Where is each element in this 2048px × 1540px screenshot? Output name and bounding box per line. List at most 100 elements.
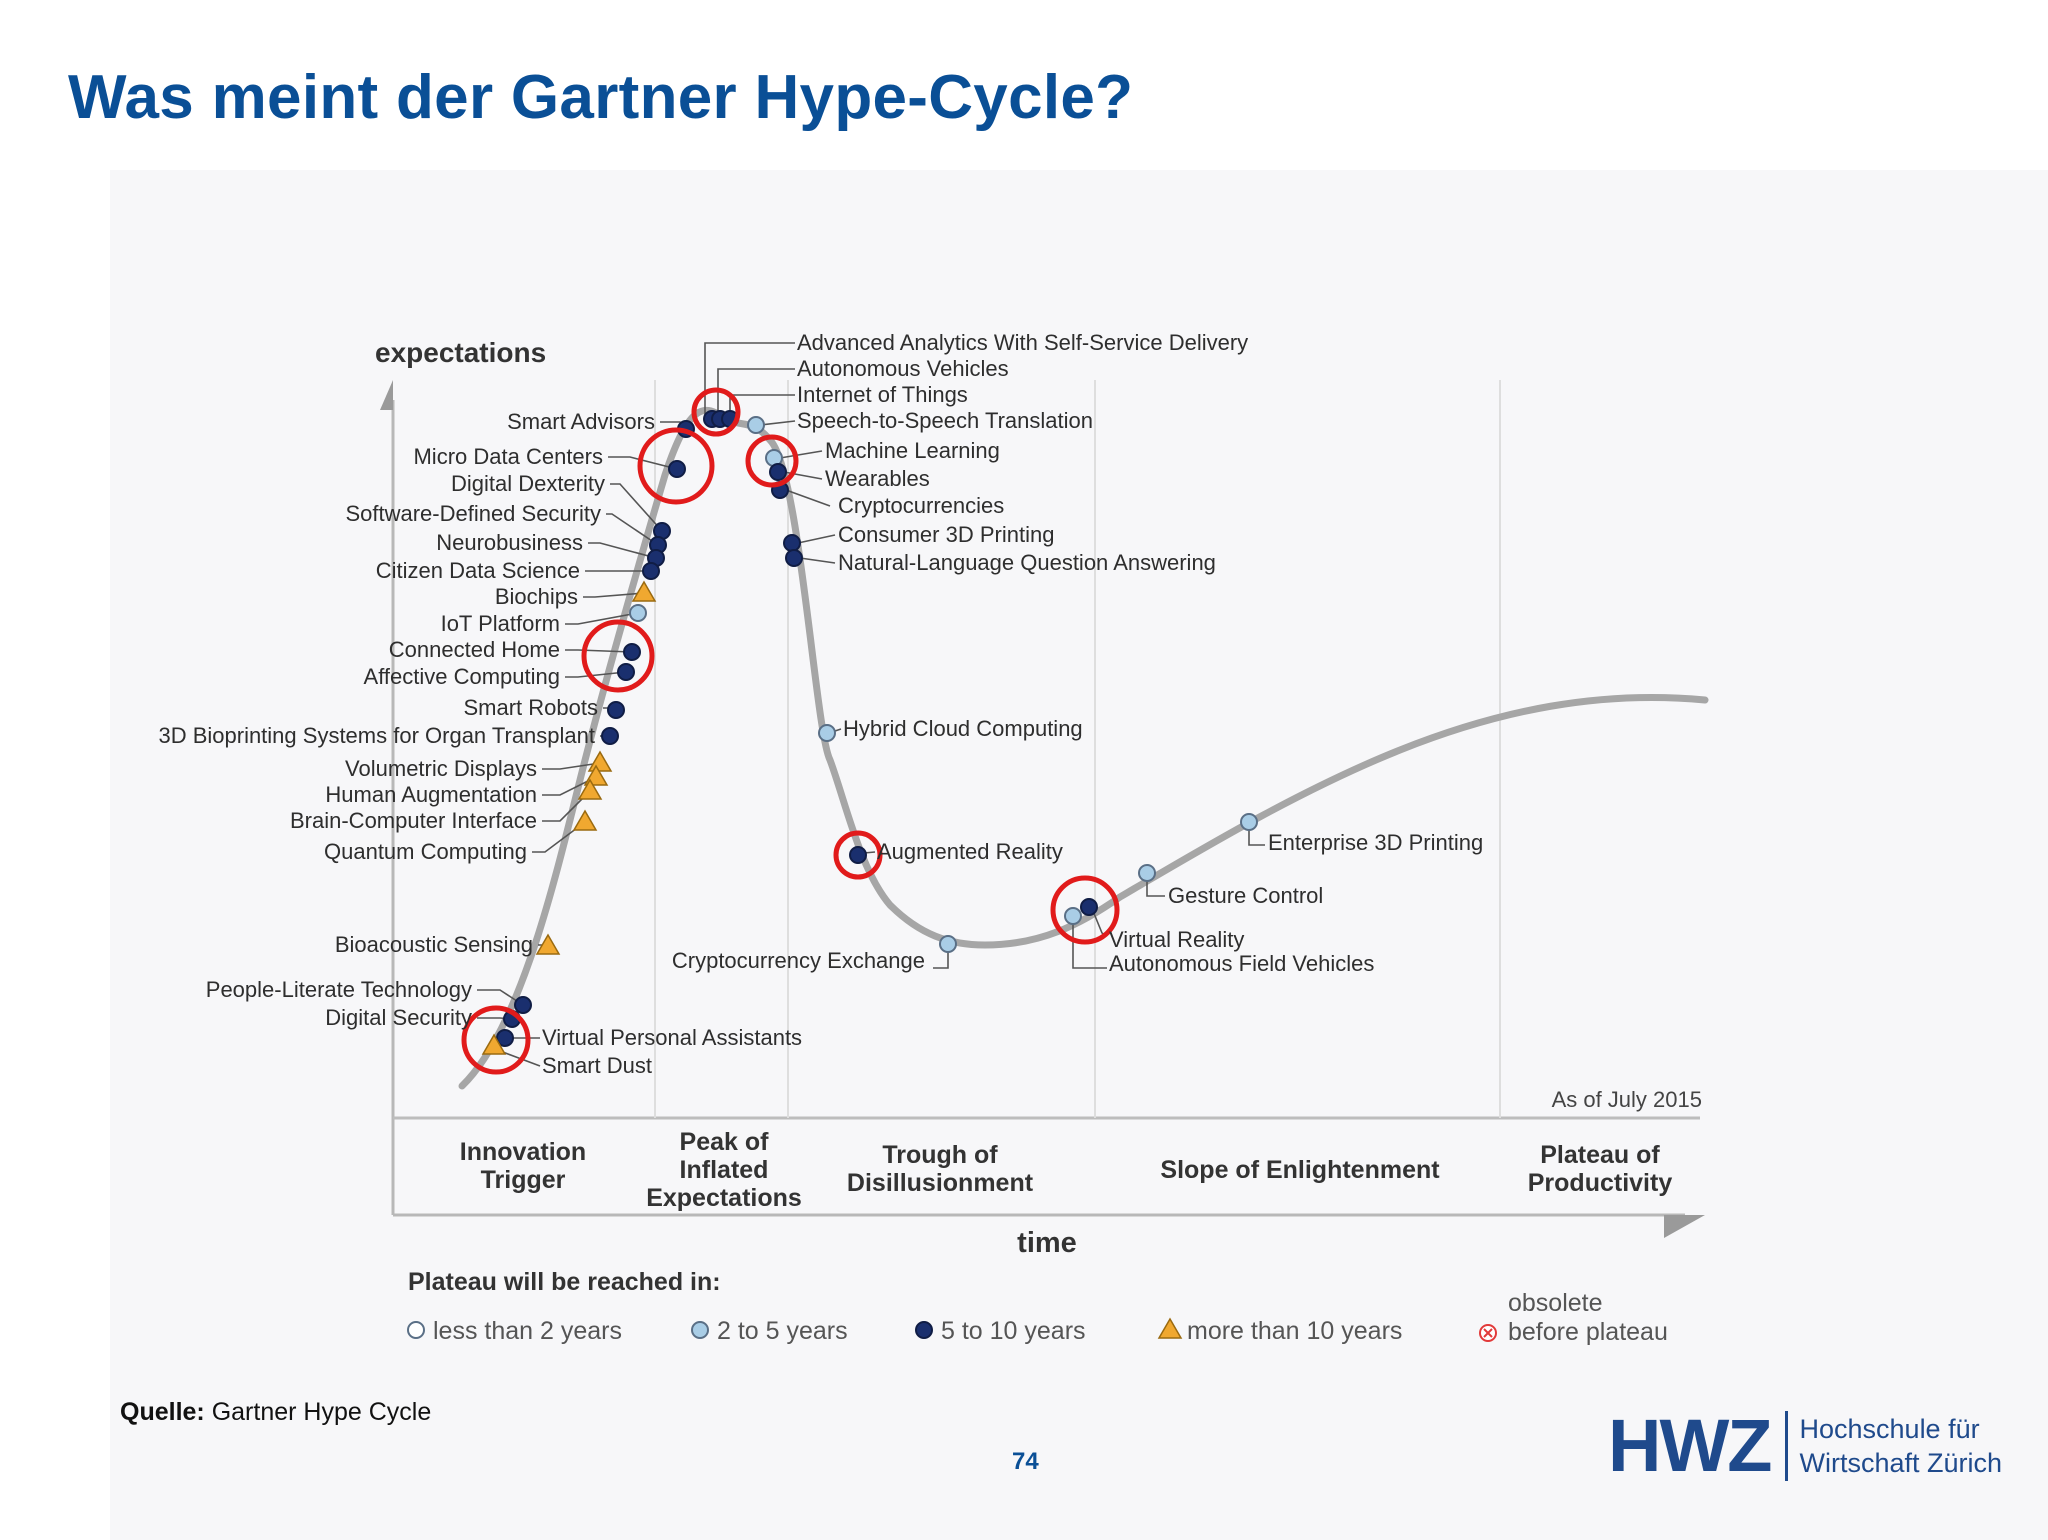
marker-wearables <box>769 463 787 481</box>
highlight-circle <box>461 1005 531 1075</box>
phase-label: Expectations <box>646 1184 802 1212</box>
x-axis-arrow <box>1664 1215 1705 1238</box>
tech-label-autonomous-vehicles: Autonomous Vehicles <box>797 356 1009 381</box>
tech-label-enterprise-3d-printing: Enterprise 3D Printing <box>1268 830 1483 855</box>
leader-line-consumer-3d-printing <box>797 534 836 544</box>
legend-marker-obsolete <box>1479 1324 1497 1342</box>
tech-label-connected-home: Connected Home <box>389 637 560 662</box>
leader-line-enterprise-3d-printing <box>1248 829 1265 846</box>
leader-line-people-literate-technology <box>477 989 524 1006</box>
legend-marker-obsolete-cross <box>1483 1328 1493 1338</box>
marker-augmented-reality <box>849 846 867 864</box>
tech-label-software-defined-security: Software-Defined Security <box>345 501 601 526</box>
phase-label: Productivity <box>1528 1169 1673 1197</box>
leader-line-natural-language-question-answering <box>799 557 836 564</box>
leader-line-software-defined-security <box>606 513 659 546</box>
highlight-circle <box>833 830 883 880</box>
marker-hybrid-cloud-computing <box>818 724 836 742</box>
tech-label-3d-bioprinting-systems-for-organ-transplant: 3D Bioprinting Systems for Organ Transpl… <box>158 723 595 748</box>
legend-title: Plateau will be reached in: <box>408 1268 721 1296</box>
legend-label-2to5: 2 to 5 years <box>717 1317 848 1345</box>
leader-line-affective-computing <box>565 671 627 678</box>
marker-brain-computer-interface <box>577 778 603 800</box>
leader-line-volumetric-displays <box>542 762 601 770</box>
leader-line-cryptocurrency-exchange <box>933 951 949 969</box>
logo-mark: HWZ <box>1608 1404 1772 1487</box>
highlight-circle <box>1050 875 1120 945</box>
x-axis-label: time <box>1017 1227 1077 1259</box>
highlight-circle <box>691 387 741 437</box>
tech-label-iot-platform: IoT Platform <box>441 611 560 636</box>
marker-citizen-data-science <box>642 562 660 580</box>
source-text: Gartner Hype Cycle <box>211 1398 432 1426</box>
y-axis-arrow <box>380 380 393 410</box>
phase-label: Plateau of <box>1540 1141 1660 1169</box>
legend-marker-2to5 <box>691 1321 709 1339</box>
legend-marker-5to10 <box>915 1321 933 1339</box>
marker-enterprise-3d-printing <box>1240 813 1258 831</box>
logo-line-2: Wirtschaft Zürich <box>1799 1448 2003 1478</box>
tech-label-smart-advisors: Smart Advisors <box>507 409 655 434</box>
hype-curve <box>458 406 1709 1090</box>
tech-label-autonomous-field-vehicles: Autonomous Field Vehicles <box>1109 951 1374 976</box>
marker-volumetric-displays <box>587 750 613 772</box>
tech-label-internet-of-things: Internet of Things <box>797 382 968 407</box>
tech-label-affective-computing: Affective Computing <box>364 664 560 689</box>
tech-label-micro-data-centers: Micro Data Centers <box>413 444 603 469</box>
phase-label: Inflated <box>680 1156 769 1184</box>
logo-text: Hochschule für Wirtschaft Zürich <box>1800 1412 2003 1480</box>
phase-label: Trigger <box>481 1166 566 1194</box>
legend-label-obsolete-2: before plateau <box>1508 1318 1668 1346</box>
leader-line-biochips <box>583 592 645 598</box>
leader-line-connected-home <box>565 649 633 653</box>
marker-micro-data-centers <box>668 460 686 478</box>
as-of-label: As of July 2015 <box>1552 1087 1702 1112</box>
leader-line-human-augmentation <box>542 776 597 796</box>
marker-bioacoustic-sensing <box>535 933 561 955</box>
legend-label-lt2: less than 2 years <box>433 1317 622 1345</box>
leader-line-brain-computer-interface <box>542 790 591 822</box>
highlight-rings <box>461 387 1120 1075</box>
leader-line-autonomous-field-vehicles <box>1072 923 1107 969</box>
figure-background <box>110 170 2048 1540</box>
marker-biochips <box>631 580 657 602</box>
legend-marker-lt2 <box>407 1321 425 1339</box>
source-label: Quelle: <box>120 1398 205 1426</box>
marker-smart-dust <box>481 1033 507 1055</box>
marker-iot-platform <box>629 604 647 622</box>
marker-smart-robots <box>607 701 625 719</box>
highlight-circle <box>581 619 655 693</box>
marker-virtual-personal-assistants <box>496 1029 514 1047</box>
tech-label-volumetric-displays: Volumetric Displays <box>345 756 537 781</box>
legend-marker-gt10 <box>1157 1317 1183 1339</box>
tech-label-bioacoustic-sensing: Bioacoustic Sensing <box>335 932 533 957</box>
hwz-logo: HWZ Hochschule für Wirtschaft Zürich <box>1608 1408 2002 1484</box>
marker-consumer-3d-printing <box>783 534 801 552</box>
leader-line-machine-learning <box>779 450 823 459</box>
tech-label-natural-language-question-answering: Natural-Language Question Answering <box>838 550 1216 575</box>
marker-gesture-control <box>1138 864 1156 882</box>
phase-label: Slope of Enlightenment <box>1160 1156 1440 1184</box>
phase-label: Peak of <box>680 1128 770 1156</box>
logo-line-1: Hochschule für <box>1799 1414 1980 1444</box>
phase-label: Innovation <box>460 1138 586 1166</box>
tech-label-hybrid-cloud-computing: Hybrid Cloud Computing <box>843 716 1083 741</box>
tech-label-advanced-analytics-with-self-service-delivery: Advanced Analytics With Self-Service Del… <box>797 330 1248 355</box>
tech-label-gesture-control: Gesture Control <box>1168 883 1323 908</box>
page-number: 74 <box>1012 1448 1039 1475</box>
tech-label-cryptocurrencies: Cryptocurrencies <box>838 493 1004 518</box>
leader-line-gesture-control <box>1146 880 1165 897</box>
source-note: Quelle: Gartner Hype Cycle <box>120 1398 431 1427</box>
tech-label-virtual-personal-assistants: Virtual Personal Assistants <box>542 1025 802 1050</box>
tech-label-people-literate-technology: People-Literate Technology <box>206 977 472 1002</box>
leader-line-cryptocurrencies <box>785 489 831 507</box>
logo-separator <box>1784 1411 1788 1481</box>
leader-line-neurobusiness <box>588 542 657 559</box>
tech-label-quantum-computing: Quantum Computing <box>324 839 527 864</box>
tech-label-machine-learning: Machine Learning <box>825 438 1000 463</box>
tech-label-consumer-3d-printing: Consumer 3D Printing <box>838 522 1054 547</box>
legend-label-obsolete: obsolete <box>1508 1289 1603 1317</box>
tech-label-speech-to-speech-translation: Speech-to-Speech Translation <box>797 408 1093 433</box>
marker-autonomous-field-vehicles <box>1064 907 1082 925</box>
marker-virtual-reality <box>1080 898 1098 916</box>
